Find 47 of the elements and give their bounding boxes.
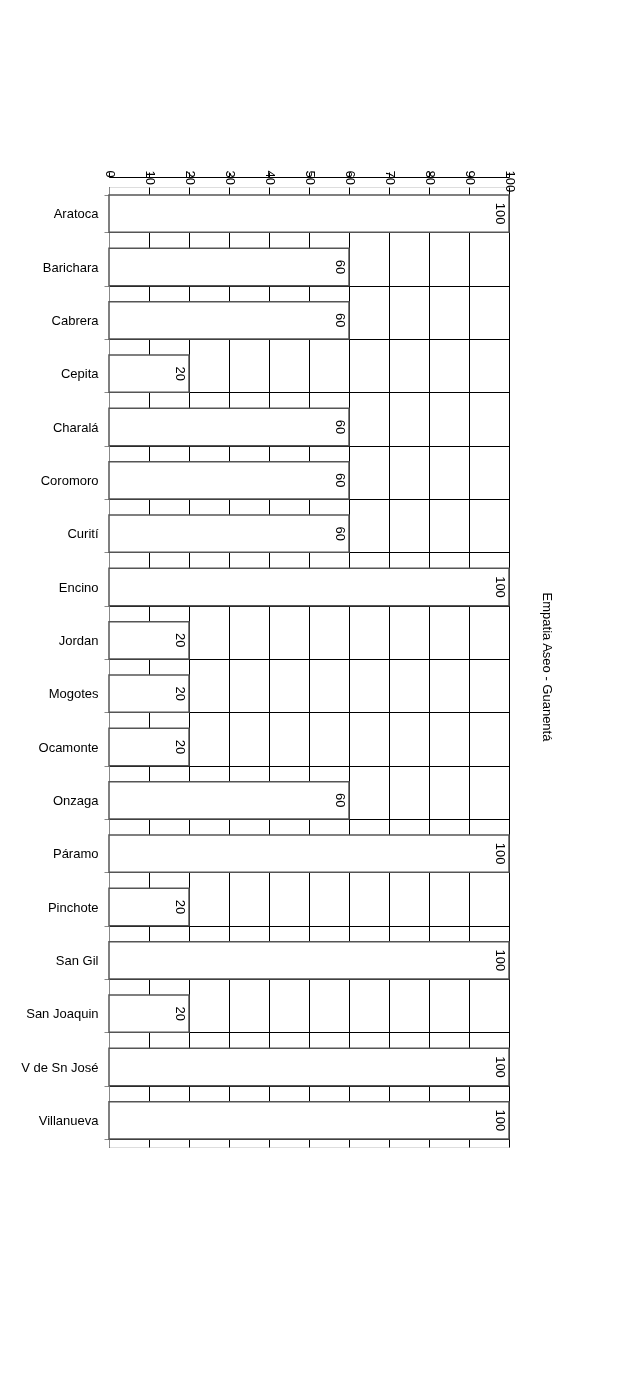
y-tick-label: Charalá [52,419,100,435]
x-tick-label: 80 [422,170,438,185]
data-label: 20 [173,686,188,701]
y-tick-label: Mogotes [48,686,99,702]
y-tick-label: San Gil [55,952,99,968]
data-label: 60 [333,419,348,435]
x-tick-label: 50 [302,170,318,185]
x-tick-label: 60 [342,170,358,185]
y-tick-label: Cabrera [51,312,100,328]
data-label: 20 [173,739,188,755]
data-label: 60 [333,259,348,275]
data-label: 20 [173,366,188,381]
y-tick-label: Barichara [42,259,100,275]
y-tick-label: Jordan [58,632,99,648]
data-label: 100 [493,842,508,865]
y-tick-label: Pinchote [47,899,99,915]
y-tick-label: San Joaquin [26,1006,99,1022]
text: Empatia Aseo - Guanentá [540,592,555,743]
y-tick-label: Ocamonte [38,739,99,755]
y-tick-label: Villanueva [38,1112,100,1128]
data-label: 60 [333,473,348,488]
x-tick-label: 0 [102,170,118,178]
y-tick-label: V de Sn José [21,1059,99,1075]
x-tick-label: 10 [142,170,158,185]
x-tick-label: 70 [382,170,398,185]
data-label: 20 [173,633,188,648]
data-label: 100 [493,576,508,598]
y-tick-label: Coromoro [40,472,99,488]
y-tick-label: Aratoca [53,206,100,222]
data-label: 20 [173,1006,188,1021]
x-tick-label: 20 [182,170,198,185]
data-label: 60 [333,313,348,328]
y-tick-label: Encino [58,579,99,595]
data-label: 100 [493,1109,508,1132]
y-tick-label: Curití [67,526,99,542]
x-tick-label: 40 [262,170,278,185]
x-tick-label: 100 [502,170,518,193]
x-tick-label: 30 [222,170,238,185]
data-label: 100 [493,1056,508,1078]
data-label: 100 [493,949,508,972]
y-tick-label: Cepita [60,366,100,382]
y-tick-label: Onzaga [52,792,100,808]
data-label: 100 [493,202,508,225]
y-tick-label: Páramo [52,846,99,862]
data-label: 60 [333,793,348,808]
data-label: 60 [333,526,348,541]
data-label: 20 [173,899,188,915]
